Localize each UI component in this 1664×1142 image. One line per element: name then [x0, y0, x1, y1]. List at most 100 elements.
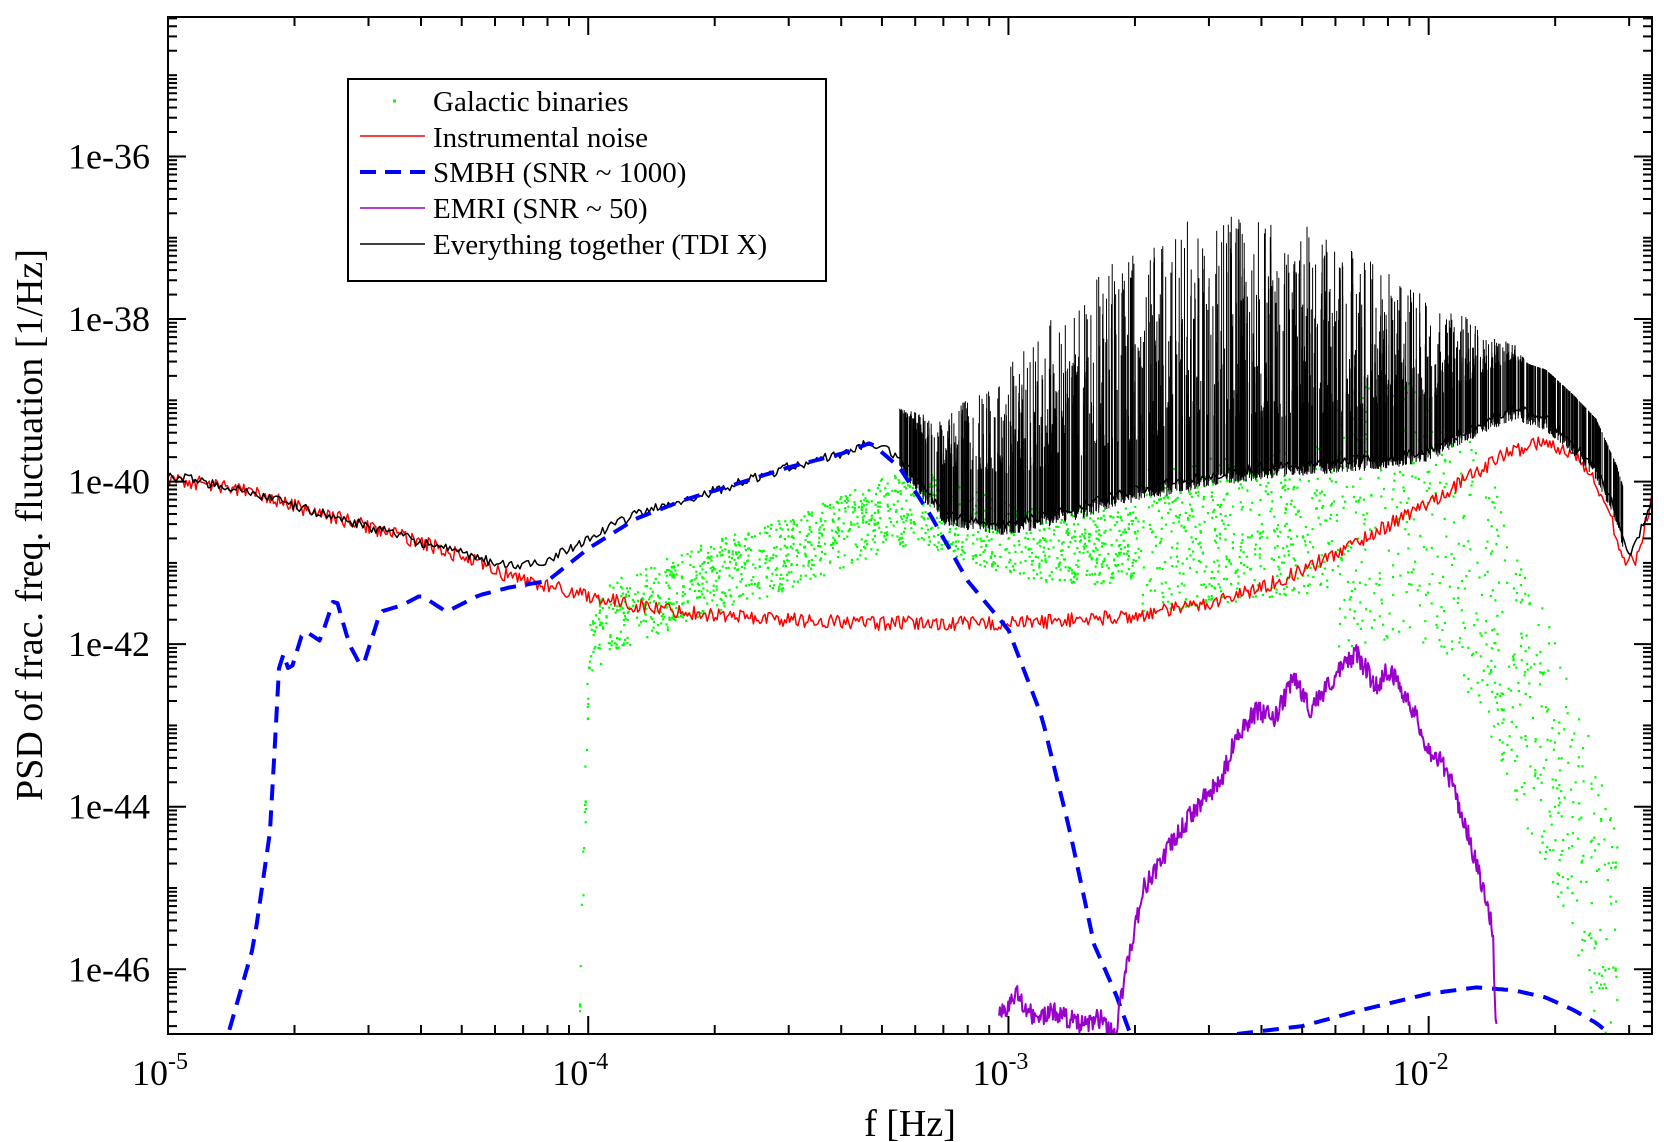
data-point-galactic-binaries — [1490, 671, 1493, 674]
data-point-galactic-binaries — [1498, 683, 1501, 686]
data-point-galactic-binaries — [1289, 503, 1292, 506]
data-point-galactic-binaries — [1283, 587, 1286, 591]
data-point-galactic-binaries — [770, 523, 773, 526]
data-point-galactic-binaries — [1169, 508, 1172, 511]
data-point-galactic-binaries — [861, 516, 864, 519]
data-point-galactic-binaries — [1330, 502, 1334, 505]
data-point-galactic-binaries — [740, 573, 743, 576]
data-point-galactic-binaries — [1368, 387, 1371, 390]
data-point-galactic-binaries — [719, 546, 722, 549]
data-point-galactic-binaries — [980, 545, 983, 548]
data-point-galactic-binaries — [1038, 566, 1041, 569]
data-point-galactic-binaries — [1593, 836, 1596, 839]
data-point-galactic-binaries — [1500, 708, 1503, 711]
data-point-galactic-binaries — [1029, 531, 1032, 534]
data-point-galactic-binaries — [1470, 448, 1473, 452]
data-point-galactic-binaries — [786, 528, 790, 531]
data-point-galactic-binaries — [797, 551, 800, 554]
data-point-galactic-binaries — [1210, 491, 1213, 494]
data-point-galactic-binaries — [1215, 515, 1218, 518]
data-point-galactic-binaries — [1204, 586, 1207, 589]
data-point-galactic-binaries — [1063, 579, 1066, 582]
data-point-galactic-binaries — [1161, 601, 1165, 604]
x-tick-label: 10-2 — [1393, 1049, 1449, 1093]
data-point-galactic-binaries — [1590, 902, 1593, 905]
data-point-galactic-binaries — [752, 575, 755, 579]
data-point-galactic-binaries — [839, 566, 842, 570]
data-point-galactic-binaries — [1519, 703, 1522, 706]
data-point-galactic-binaries — [1213, 577, 1216, 580]
data-point-galactic-binaries — [701, 582, 704, 585]
data-point-galactic-binaries — [1175, 565, 1178, 568]
data-point-galactic-binaries — [898, 481, 901, 484]
data-point-galactic-binaries — [900, 507, 904, 510]
data-point-galactic-binaries — [1048, 555, 1051, 558]
data-point-galactic-binaries — [1462, 544, 1465, 547]
data-point-galactic-binaries — [940, 544, 943, 547]
data-point-galactic-binaries — [954, 545, 958, 548]
data-point-galactic-binaries — [934, 494, 937, 497]
data-point-galactic-binaries — [1189, 554, 1192, 557]
data-point-galactic-binaries — [1069, 567, 1072, 570]
data-point-galactic-binaries — [611, 640, 614, 643]
data-point-galactic-binaries — [764, 558, 767, 561]
data-point-galactic-binaries — [1593, 947, 1596, 950]
data-point-galactic-binaries — [1133, 531, 1136, 534]
data-point-galactic-binaries — [1149, 578, 1152, 581]
data-point-galactic-binaries — [610, 644, 613, 647]
data-point-galactic-binaries — [1393, 472, 1396, 475]
data-point-galactic-binaries — [900, 532, 903, 535]
data-point-galactic-binaries — [1319, 523, 1322, 526]
data-point-galactic-binaries — [1369, 528, 1372, 531]
data-point-galactic-binaries — [620, 576, 623, 579]
data-point-galactic-binaries — [874, 503, 877, 506]
data-point-galactic-binaries — [580, 903, 583, 906]
data-point-galactic-binaries — [1369, 610, 1372, 613]
data-point-galactic-binaries — [1191, 540, 1194, 543]
data-point-galactic-binaries — [940, 522, 943, 525]
data-point-galactic-binaries — [1083, 547, 1086, 550]
data-point-galactic-binaries — [765, 554, 768, 558]
data-point-galactic-binaries — [1289, 543, 1293, 546]
data-point-galactic-binaries — [1326, 585, 1329, 589]
data-point-galactic-binaries — [721, 549, 724, 552]
data-point-galactic-binaries — [1266, 536, 1269, 539]
data-point-galactic-binaries — [1122, 539, 1125, 542]
data-point-galactic-binaries — [1517, 681, 1520, 685]
data-point-galactic-binaries — [1526, 668, 1529, 671]
y-tick-label: 1e-38 — [68, 299, 150, 339]
data-point-galactic-binaries — [1424, 506, 1427, 509]
data-point-galactic-binaries — [1581, 949, 1584, 952]
data-point-galactic-binaries — [1154, 544, 1157, 547]
data-point-galactic-binaries — [991, 530, 995, 533]
data-point-galactic-binaries — [739, 580, 742, 583]
data-point-galactic-binaries — [1546, 738, 1549, 741]
data-point-galactic-binaries — [693, 578, 696, 581]
data-point-galactic-binaries — [735, 551, 738, 554]
data-point-galactic-binaries — [1263, 567, 1266, 570]
data-point-galactic-binaries — [1613, 827, 1616, 830]
data-point-galactic-binaries — [1198, 523, 1201, 526]
data-point-galactic-binaries — [779, 534, 782, 537]
data-point-galactic-binaries — [1018, 543, 1021, 546]
data-point-galactic-binaries — [808, 525, 811, 528]
data-point-galactic-binaries — [783, 544, 786, 547]
data-point-galactic-binaries — [608, 641, 611, 645]
data-point-galactic-binaries — [1224, 514, 1227, 518]
data-point-galactic-binaries — [1591, 839, 1594, 842]
data-point-galactic-binaries — [949, 528, 952, 531]
data-point-galactic-binaries — [616, 637, 619, 640]
data-point-galactic-binaries — [631, 598, 634, 602]
data-point-galactic-binaries — [701, 576, 704, 579]
data-point-galactic-binaries — [791, 528, 794, 531]
data-point-galactic-binaries — [1207, 595, 1210, 598]
data-point-galactic-binaries — [1073, 571, 1076, 574]
data-point-galactic-binaries — [1109, 515, 1113, 518]
data-point-galactic-binaries — [594, 646, 597, 649]
data-point-galactic-binaries — [729, 560, 732, 563]
data-point-galactic-binaries — [1567, 761, 1570, 764]
data-point-galactic-binaries — [1072, 515, 1075, 518]
legend-box — [347, 78, 827, 282]
data-point-galactic-binaries — [633, 600, 636, 603]
data-point-galactic-binaries — [887, 493, 890, 496]
